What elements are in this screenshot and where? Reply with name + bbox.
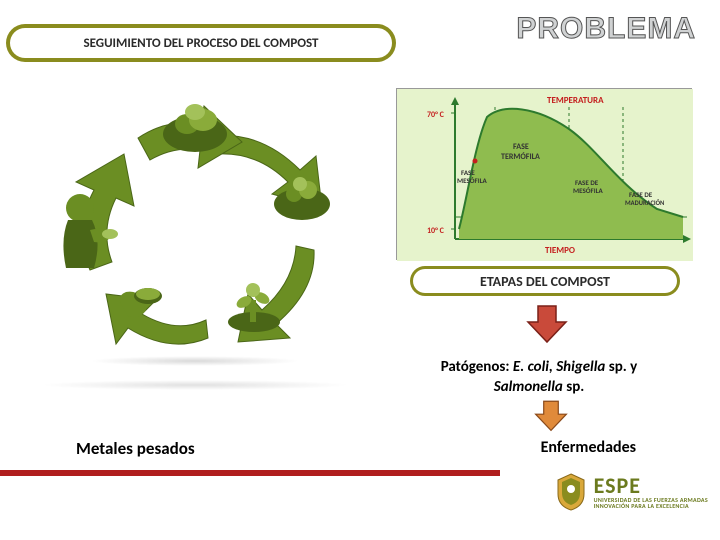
diseases-text: Enfermedades: [541, 438, 636, 457]
etapas-inner: ETAPAS DEL COMPOST: [413, 269, 677, 293]
y-top-label: 70° C: [427, 110, 445, 120]
espe-small2: INNOVACIÓN PARA LA EXCELENCIA: [594, 503, 708, 509]
metals-text: Metales pesados: [76, 438, 195, 459]
temperature-chart: 70° C 10° C TEMPERATURA Temperatura ambi…: [396, 88, 692, 260]
pathogens-prefix: Patógenos:: [441, 358, 513, 376]
pathogens-i2: Salmonella: [494, 378, 567, 396]
svg-text:MADURACIÓN: MADURACIÓN: [625, 199, 664, 207]
pathogens-text: Patógenos: E. coli, Shigella sp. y Salmo…: [384, 358, 694, 397]
svg-text:FASE DE: FASE DE: [629, 190, 653, 199]
espe-big: ESPE: [594, 475, 708, 497]
x-axis-label: TIEMPO: [545, 245, 575, 256]
red-arrow-icon: [526, 302, 568, 344]
svg-text:TERMÓFILA: TERMÓFILA: [501, 152, 540, 162]
etapas-pill: ETAPAS DEL COMPOST: [410, 266, 680, 296]
metals-shadow: [40, 380, 350, 390]
espe-logo: ESPE UNIVERSIDAD DE LAS FUERZAS ARMADAS …: [554, 472, 708, 512]
header-pill-inner: SEGUIMIENTO DEL PROCESO DEL COMPOST: [10, 28, 392, 58]
etapas-label: ETAPAS DEL COMPOST: [480, 273, 610, 290]
page-title: PROBLEMA: [516, 12, 696, 46]
pathogens-i1: E. coli, Shigella: [513, 358, 609, 376]
compost-cycle-figure: [20, 80, 370, 360]
shield-icon: [554, 472, 588, 512]
header-pill: SEGUIMIENTO DEL PROCESO DEL COMPOST: [6, 24, 396, 62]
footer-bar: [0, 470, 500, 476]
y-bot-label: 10° C: [427, 226, 445, 236]
svg-text:MESÓFILA: MESÓFILA: [573, 186, 604, 195]
pathogens-m1: sp. y: [609, 358, 638, 376]
header-label: SEGUIMIENTO DEL PROCESO DEL COMPOST: [83, 36, 318, 51]
svg-text:MESÓFILA: MESÓFILA: [457, 176, 488, 185]
svg-text:FASE: FASE: [513, 142, 529, 152]
chart-top-label: TEMPERATURA: [547, 95, 604, 106]
espe-text-block: ESPE UNIVERSIDAD DE LAS FUERZAS ARMADAS …: [594, 475, 708, 509]
orange-arrow-icon: [534, 398, 568, 432]
pathogens-m2: sp.: [566, 378, 584, 396]
